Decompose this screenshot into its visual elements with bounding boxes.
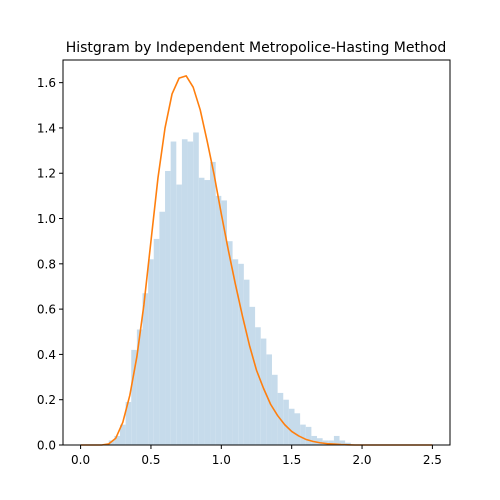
y-axis-ticks: 0.0 0.2 0.4 0.6 0.8 1.0 1.2 1.4 1.6 — [37, 76, 63, 453]
plot-area-frame — [62, 59, 451, 446]
histogram-bar — [108, 440, 115, 445]
histogram-bar — [221, 200, 227, 445]
y-tick-label: 0.2 — [37, 393, 56, 407]
histogram-bar — [333, 435, 340, 445]
y-tick-label: 0.8 — [37, 257, 56, 271]
histogram-bar — [125, 401, 132, 445]
histogram-bar — [249, 306, 256, 445]
histogram-bar — [176, 184, 182, 445]
histogram-bar — [131, 349, 137, 445]
histogram-bar — [317, 438, 323, 445]
y-tick-label: 0.4 — [37, 348, 56, 362]
x-tick-label: 0.0 — [71, 453, 90, 467]
x-tick-label: 1.0 — [212, 453, 231, 467]
histogram-bar — [119, 424, 126, 445]
y-tick-label: 1.0 — [37, 212, 56, 226]
y-tick-label: 1.6 — [37, 76, 56, 90]
histogram-bar — [294, 413, 301, 445]
histogram-bar — [238, 263, 244, 445]
histogram-bar — [339, 440, 346, 445]
histogram-bar — [311, 435, 318, 445]
histogram-bar — [345, 442, 351, 445]
histogram-bar — [114, 435, 120, 445]
histogram-bar — [232, 259, 239, 445]
x-tick-label: 0.5 — [141, 453, 160, 467]
histogram-bar — [193, 132, 199, 445]
y-tick-label: 0.6 — [37, 303, 56, 317]
histogram-bar — [260, 338, 267, 445]
histogram-bar — [136, 329, 143, 445]
histogram-bar — [153, 238, 160, 445]
histogram-bar — [305, 426, 312, 445]
histogram-bar — [159, 211, 166, 445]
x-tick-label: 1.5 — [282, 453, 301, 467]
histogram-bar — [288, 408, 295, 445]
histogram-bar — [215, 195, 222, 445]
x-tick-label: 2.5 — [423, 453, 442, 467]
histogram-bar — [210, 161, 216, 445]
histogram-bar — [226, 241, 233, 445]
histogram-bar — [198, 177, 205, 445]
histogram-bar — [148, 259, 154, 445]
y-tick-label: 1.2 — [37, 167, 56, 181]
histogram-bar — [187, 141, 194, 445]
histogram-bar — [300, 424, 306, 445]
histogram-bar — [142, 293, 149, 445]
histogram-bar — [170, 141, 177, 445]
chart-title: Histgram by Independent Metropolice-Hast… — [66, 40, 447, 56]
y-tick-label: 0.0 — [37, 439, 56, 453]
x-axis-ticks: 0.0 0.5 1.0 1.5 2.0 2.5 — [71, 445, 442, 467]
histogram-bar — [165, 170, 171, 445]
histogram-bar — [243, 279, 250, 445]
histogram-bar — [328, 440, 334, 445]
y-tick-label: 1.4 — [37, 121, 56, 135]
histogram-bar — [283, 399, 289, 445]
histogram-bar — [255, 327, 261, 445]
x-tick-label: 2.0 — [352, 453, 371, 467]
histogram-bar — [204, 180, 211, 445]
histogram-bar — [181, 139, 188, 445]
